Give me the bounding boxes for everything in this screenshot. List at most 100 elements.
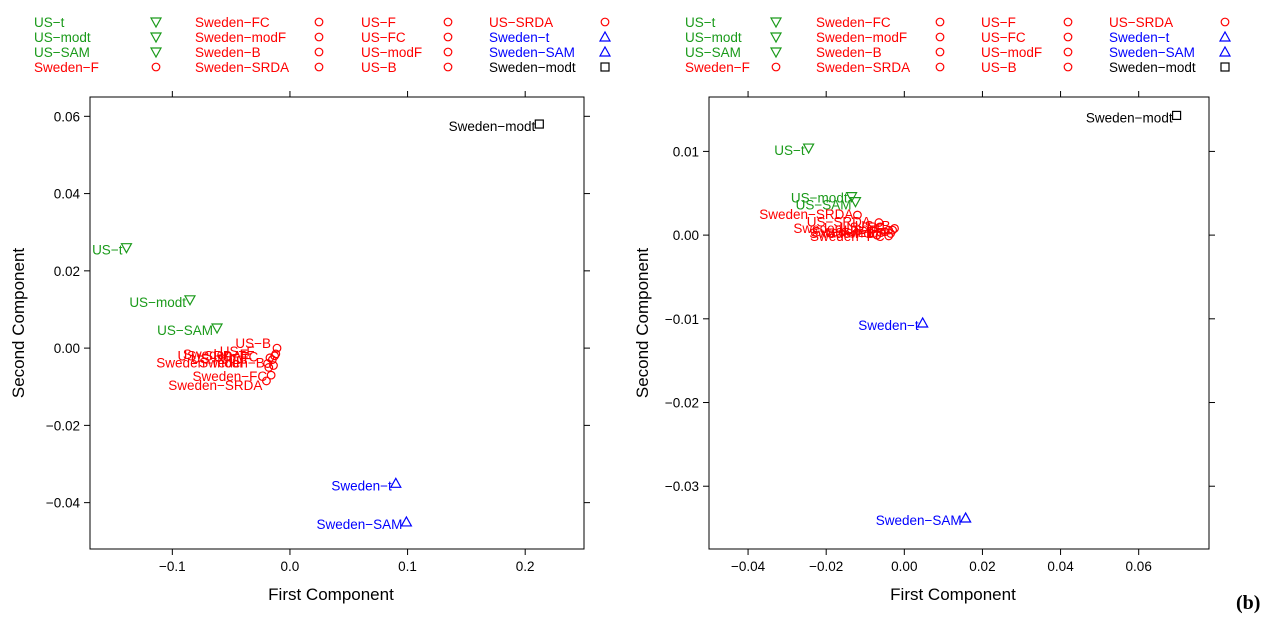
legend-marker-us-srda xyxy=(1220,17,1230,27)
point-sweden-fc xyxy=(266,370,276,380)
point-label-sweden-modf: Sweden−modF xyxy=(793,221,884,236)
legend-left: US−tUS−modtUS−SAMSweden−FSweden−FCSweden… xyxy=(34,15,612,75)
legend-label-us-srda: US−SRDA xyxy=(1109,15,1173,30)
legend-marker-sweden-t xyxy=(598,30,612,42)
point-us-t xyxy=(802,143,815,155)
legend-label-us-f: US−F xyxy=(981,15,1016,30)
legend-label-us-b: US−B xyxy=(981,60,1017,75)
y-tick-label: 0.01 xyxy=(673,144,699,159)
legend-marker-us-modt xyxy=(769,32,783,44)
point-us-b xyxy=(272,343,282,353)
point-sweden-sam xyxy=(959,511,972,523)
legend-marker-sweden-t xyxy=(1218,30,1232,42)
point-label-sweden-modt: Sweden−modt xyxy=(1086,110,1173,125)
legend-marker-sweden-srda xyxy=(314,62,324,72)
x-tick-label: 0.00 xyxy=(891,559,917,574)
y-tick-label: −0.04 xyxy=(46,496,81,511)
x-tick-label: 0.06 xyxy=(1126,559,1152,574)
point-label-sweden-sam: Sweden−SAM xyxy=(876,513,962,528)
point-label-sweden-f: Sweden−F xyxy=(812,225,877,240)
legend-label-us-t: US−t xyxy=(34,15,65,30)
legend-label-us-modt: US−modt xyxy=(685,30,742,45)
point-sweden-modf xyxy=(269,361,278,370)
legend-marker-us-f xyxy=(1063,17,1073,27)
legend-label-us-modt: US−modt xyxy=(34,30,91,45)
legend-marker-sweden-fc xyxy=(314,17,324,27)
legend-label-sweden-sam: Sweden−SAM xyxy=(1109,45,1195,60)
y-tick-label: −0.01 xyxy=(665,312,699,327)
legend-label-sweden-sam: Sweden−SAM xyxy=(489,45,575,60)
point-label-sweden-fc: Sweden−FC xyxy=(192,369,267,384)
legend-label-us-srda: US−SRDA xyxy=(489,15,553,30)
point-us-srda xyxy=(874,218,884,227)
legend-label-us-modf: US−modF xyxy=(981,45,1042,60)
point-us-sam xyxy=(849,197,862,208)
legend-label-sweden-t: Sweden−t xyxy=(1109,30,1170,45)
point-sweden-t xyxy=(389,477,402,488)
legend-marker-us-srda xyxy=(600,17,610,27)
x-tick-label: −0.02 xyxy=(809,559,843,574)
point-us-modf xyxy=(265,353,275,363)
legend-marker-sweden-f xyxy=(151,62,161,72)
legend-label-sweden-modt: Sweden−modt xyxy=(489,60,576,75)
point-sweden-b xyxy=(872,230,882,240)
point-label-sweden-sam: Sweden−SAM xyxy=(316,517,402,532)
point-label-sweden-srda: Sweden−SRDA xyxy=(168,378,262,393)
point-us-b xyxy=(890,224,899,233)
point-label-us-modf: US−modF xyxy=(191,351,252,366)
legend-label-sweden-f: Sweden−F xyxy=(34,60,99,75)
scatter-panel-right: −0.04 −0.02 0.00 0.02 0.04 0.06 −0.03 −0.02 −0.0… xyxy=(633,91,1215,604)
legend-label-us-fc: US−FC xyxy=(361,30,406,45)
x-tick-label: 0.1 xyxy=(398,559,417,574)
point-label-us-srda: US−SRDA xyxy=(177,349,241,364)
point-us-modt xyxy=(183,295,196,307)
point-label-us-b: US−B xyxy=(855,218,891,233)
point-sweden-modt xyxy=(534,119,544,129)
point-label-sweden-f: Sweden−F xyxy=(183,347,248,362)
point-label-us-modf: US−modF xyxy=(825,225,886,240)
legend-marker-us-t xyxy=(769,17,783,29)
legend-marker-us-b xyxy=(443,62,453,72)
point-sweden-sam xyxy=(400,515,413,527)
point-us-sam xyxy=(211,323,224,335)
point-us-f xyxy=(880,227,890,237)
legend-label-us-t: US−t xyxy=(685,15,716,30)
legend-marker-us-sam xyxy=(769,47,783,59)
legend-marker-us-modf xyxy=(443,47,453,57)
point-sweden-t xyxy=(916,316,929,328)
legend-marker-us-f xyxy=(443,17,453,27)
point-label-us-srda: US−SRDA xyxy=(807,215,871,230)
point-sweden-srda xyxy=(853,210,862,220)
y-tick-label: 0.06 xyxy=(54,109,80,124)
x-axis-label: First Component xyxy=(890,585,1016,604)
legend-label-sweden-modf: Sweden−modF xyxy=(816,30,907,45)
legend-label-sweden-fc: Sweden−FC xyxy=(816,15,891,30)
panel-label: (b) xyxy=(1236,592,1261,614)
point-label-us-modt: US−modt xyxy=(129,295,186,310)
legend-marker-us-t xyxy=(149,17,163,29)
legend-marker-sweden-b xyxy=(935,47,945,57)
x-axis-label: First Component xyxy=(268,585,394,604)
legend-label-sweden-t: Sweden−t xyxy=(489,30,550,45)
legend-label-sweden-f: Sweden−F xyxy=(685,60,750,75)
legend-marker-sweden-f xyxy=(771,62,781,72)
legend-label-us-sam: US−SAM xyxy=(34,45,90,60)
legend-marker-sweden-sam xyxy=(1218,45,1232,57)
legend-label-us-fc: US−FC xyxy=(981,30,1026,45)
y-tick-label: 0.00 xyxy=(673,228,699,243)
point-sweden-b xyxy=(264,363,274,372)
point-label-sweden-b: Sweden−B xyxy=(199,355,265,370)
scatter-panel-left: −0.1 0.0 0.1 0.2 −0.04 −0.02 0.00 0.02 0.04 0.06 F… xyxy=(9,91,590,604)
legend-marker-us-modf xyxy=(1063,47,1073,57)
legend-label-sweden-modf: Sweden−modF xyxy=(195,30,286,45)
legend-label-sweden-b: Sweden−B xyxy=(816,45,882,60)
legend-marker-us-modt xyxy=(149,32,163,44)
point-label-us-fc: US−FC xyxy=(214,350,259,365)
legend-marker-sweden-sam xyxy=(598,45,612,57)
point-label-sweden-fc: Sweden−FC xyxy=(810,229,885,244)
legend-label-us-f: US−F xyxy=(361,15,396,30)
point-sweden-srda xyxy=(262,376,271,386)
legend-label-us-modf: US−modF xyxy=(361,45,422,60)
point-label-sweden-t: Sweden−t xyxy=(858,318,919,333)
